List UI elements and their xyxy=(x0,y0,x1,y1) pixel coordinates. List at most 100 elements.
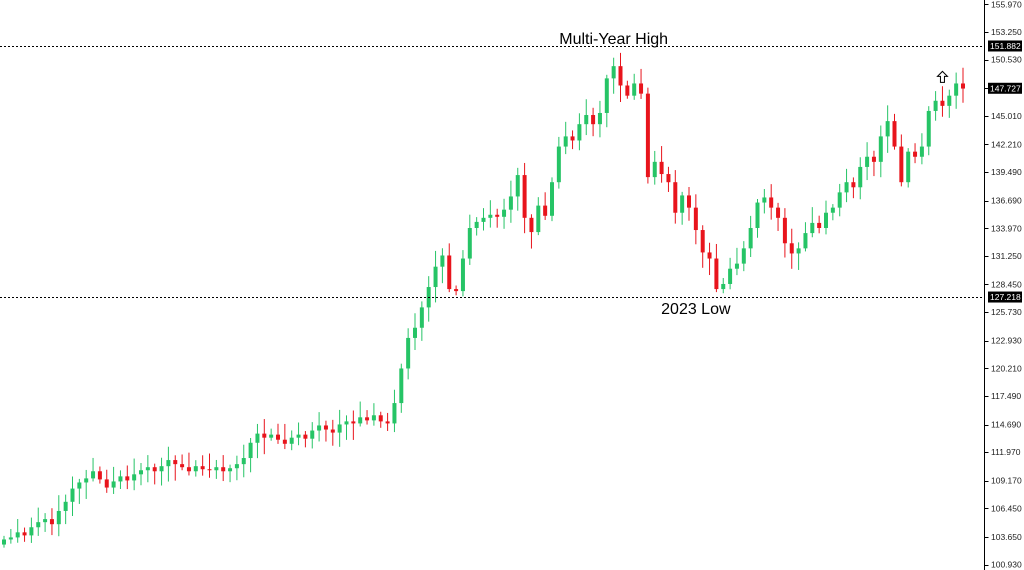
candle-body xyxy=(269,434,274,438)
price-badge: 151.882 xyxy=(988,40,1022,52)
candle-body xyxy=(611,66,616,79)
candle xyxy=(803,222,808,252)
candle-body xyxy=(536,205,541,233)
price-badge-bg xyxy=(988,291,1022,303)
candle xyxy=(810,207,815,238)
candle xyxy=(892,113,897,150)
candle xyxy=(371,403,376,426)
candle xyxy=(721,277,726,294)
candle-body xyxy=(385,421,390,424)
candle-body xyxy=(111,481,116,488)
up-arrow-icon xyxy=(936,70,949,83)
candle xyxy=(817,215,822,234)
candle-body xyxy=(474,221,479,228)
candle xyxy=(604,74,609,128)
candle-body xyxy=(221,467,226,472)
y-tick-label: 117.490 xyxy=(991,391,1021,401)
candle xyxy=(776,202,781,231)
candle-body xyxy=(680,195,685,213)
candle-body xyxy=(947,95,952,106)
annotations-layer: Multi-Year High 2023 Low xyxy=(559,31,949,318)
y-tick-label: 136.690 xyxy=(991,196,1022,206)
candle xyxy=(474,217,479,236)
candle-body xyxy=(604,78,609,113)
candle-body xyxy=(495,214,500,217)
candle xyxy=(954,72,959,109)
candle xyxy=(97,466,102,484)
candle xyxy=(728,257,733,290)
candle xyxy=(337,409,342,447)
candle-body xyxy=(508,196,513,210)
candle-body xyxy=(824,212,828,228)
candle xyxy=(741,241,746,272)
candle xyxy=(186,452,191,476)
candle xyxy=(392,389,397,433)
candle-body xyxy=(687,195,691,208)
candle-body xyxy=(371,415,376,421)
candle-body xyxy=(262,433,267,438)
candle xyxy=(447,243,452,293)
candle-body xyxy=(255,433,260,443)
candle xyxy=(118,470,123,489)
candle xyxy=(625,80,630,99)
candle xyxy=(700,225,705,268)
y-tick-label: 125.730 xyxy=(991,307,1022,317)
candle-body xyxy=(337,424,342,433)
candle-body xyxy=(782,217,787,244)
candle-body xyxy=(734,263,739,269)
candle xyxy=(139,463,143,486)
candle xyxy=(29,517,34,543)
candle-body xyxy=(8,537,13,540)
candle-body xyxy=(139,470,143,475)
y-tick-label: 150.530 xyxy=(991,55,1022,65)
candle xyxy=(228,464,233,483)
candle-body xyxy=(556,146,561,183)
candle-body xyxy=(584,115,589,125)
candle xyxy=(166,446,171,482)
candle-body xyxy=(899,146,904,183)
y-tick-label: 153.250 xyxy=(991,27,1022,37)
candle-body xyxy=(865,156,870,167)
candle-body xyxy=(481,217,486,222)
candle-body xyxy=(29,527,34,536)
candle xyxy=(508,180,513,223)
candle xyxy=(330,419,335,446)
candle-body xyxy=(440,255,445,267)
candle xyxy=(111,466,116,494)
candle-body xyxy=(550,182,554,216)
candle-body xyxy=(97,471,102,480)
candle-body xyxy=(467,228,472,259)
y-tick-label: 103.650 xyxy=(991,532,1022,542)
candle-body xyxy=(597,112,602,125)
candle-body xyxy=(248,442,253,459)
candle-body xyxy=(830,207,835,213)
candle xyxy=(844,168,849,203)
candle xyxy=(639,68,644,99)
candle xyxy=(241,444,246,478)
candle-body xyxy=(406,337,411,369)
candle xyxy=(152,463,157,485)
candle-body xyxy=(84,478,89,483)
candle-body xyxy=(180,464,185,468)
candle xyxy=(344,415,349,440)
candle-body xyxy=(330,429,335,433)
candle-body xyxy=(22,532,27,536)
candle xyxy=(878,125,883,178)
candle-body xyxy=(906,151,911,183)
candle xyxy=(858,157,863,200)
candle xyxy=(947,89,952,118)
candle-body xyxy=(810,222,815,234)
candle xyxy=(714,243,719,293)
candle-body xyxy=(885,121,890,137)
candle xyxy=(906,148,911,188)
candle-body xyxy=(351,421,356,424)
candle-body xyxy=(152,467,157,472)
candle-body xyxy=(871,156,876,162)
candle xyxy=(221,455,226,482)
candle xyxy=(289,430,294,451)
candle xyxy=(104,469,109,493)
candle-body xyxy=(145,467,150,471)
candle xyxy=(426,276,431,322)
candle-body xyxy=(591,115,596,125)
candle-body xyxy=(344,421,349,425)
